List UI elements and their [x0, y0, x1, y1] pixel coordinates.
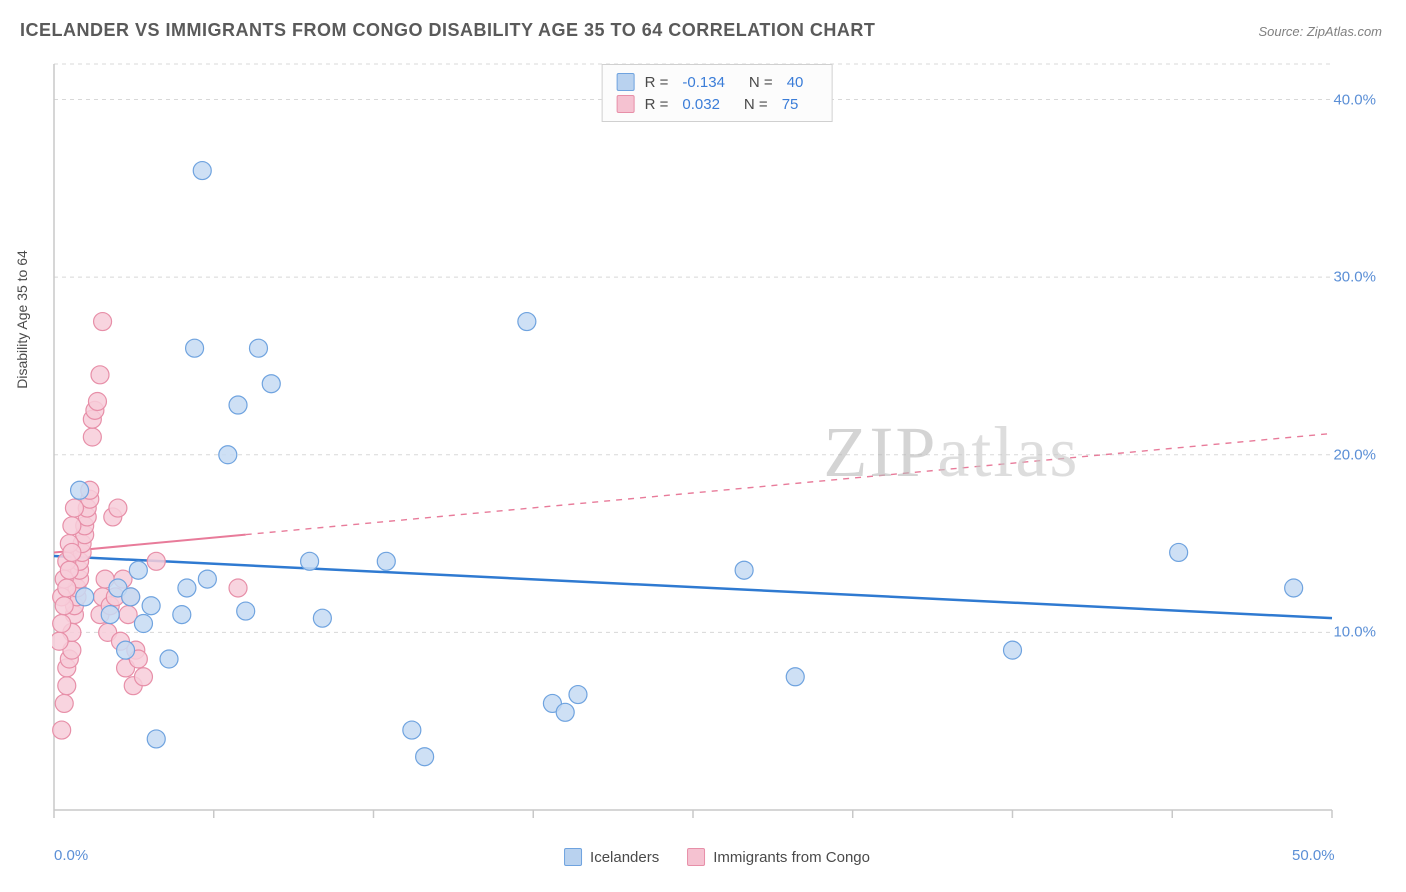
- y-tick-label: 10.0%: [1333, 624, 1376, 641]
- y-axis-label: Disability Age 35 to 64: [14, 250, 30, 389]
- chart-source: Source: ZipAtlas.com: [1258, 24, 1382, 39]
- r-value-1: -0.134: [682, 74, 725, 91]
- n-label: N =: [744, 96, 768, 113]
- n-value-1: 40: [787, 74, 804, 91]
- legend-label: Immigrants from Congo: [713, 849, 870, 866]
- swatch-congo-icon: [687, 848, 705, 866]
- x-tick-label: 50.0%: [1292, 847, 1335, 864]
- swatch-congo-icon: [617, 95, 635, 113]
- n-label: N =: [749, 74, 773, 91]
- swatch-icelanders-icon: [564, 848, 582, 866]
- series-legend: Icelanders Immigrants from Congo: [564, 848, 870, 866]
- y-tick-label: 40.0%: [1333, 91, 1376, 108]
- correlation-legend: R = -0.134 N = 40 R = 0.032 N = 75: [602, 64, 833, 122]
- swatch-icelanders-icon: [617, 73, 635, 91]
- chart-header: ICELANDER VS IMMIGRANTS FROM CONGO DISAB…: [0, 0, 1406, 51]
- chart-title: ICELANDER VS IMMIGRANTS FROM CONGO DISAB…: [20, 20, 875, 41]
- legend-item-congo: Immigrants from Congo: [687, 848, 870, 866]
- y-tick-label: 20.0%: [1333, 446, 1376, 463]
- scatter-plot: [52, 60, 1382, 840]
- n-value-2: 75: [782, 96, 799, 113]
- legend-label: Icelanders: [590, 849, 659, 866]
- y-tick-label: 30.0%: [1333, 269, 1376, 286]
- r-label: R =: [645, 96, 669, 113]
- x-tick-label: 0.0%: [54, 847, 88, 864]
- r-label: R =: [645, 74, 669, 91]
- correlation-row-1: R = -0.134 N = 40: [617, 71, 818, 93]
- legend-item-icelanders: Icelanders: [564, 848, 659, 866]
- correlation-row-2: R = 0.032 N = 75: [617, 93, 818, 115]
- r-value-2: 0.032: [682, 96, 720, 113]
- chart-area: Disability Age 35 to 64 R = -0.134 N = 4…: [52, 60, 1382, 840]
